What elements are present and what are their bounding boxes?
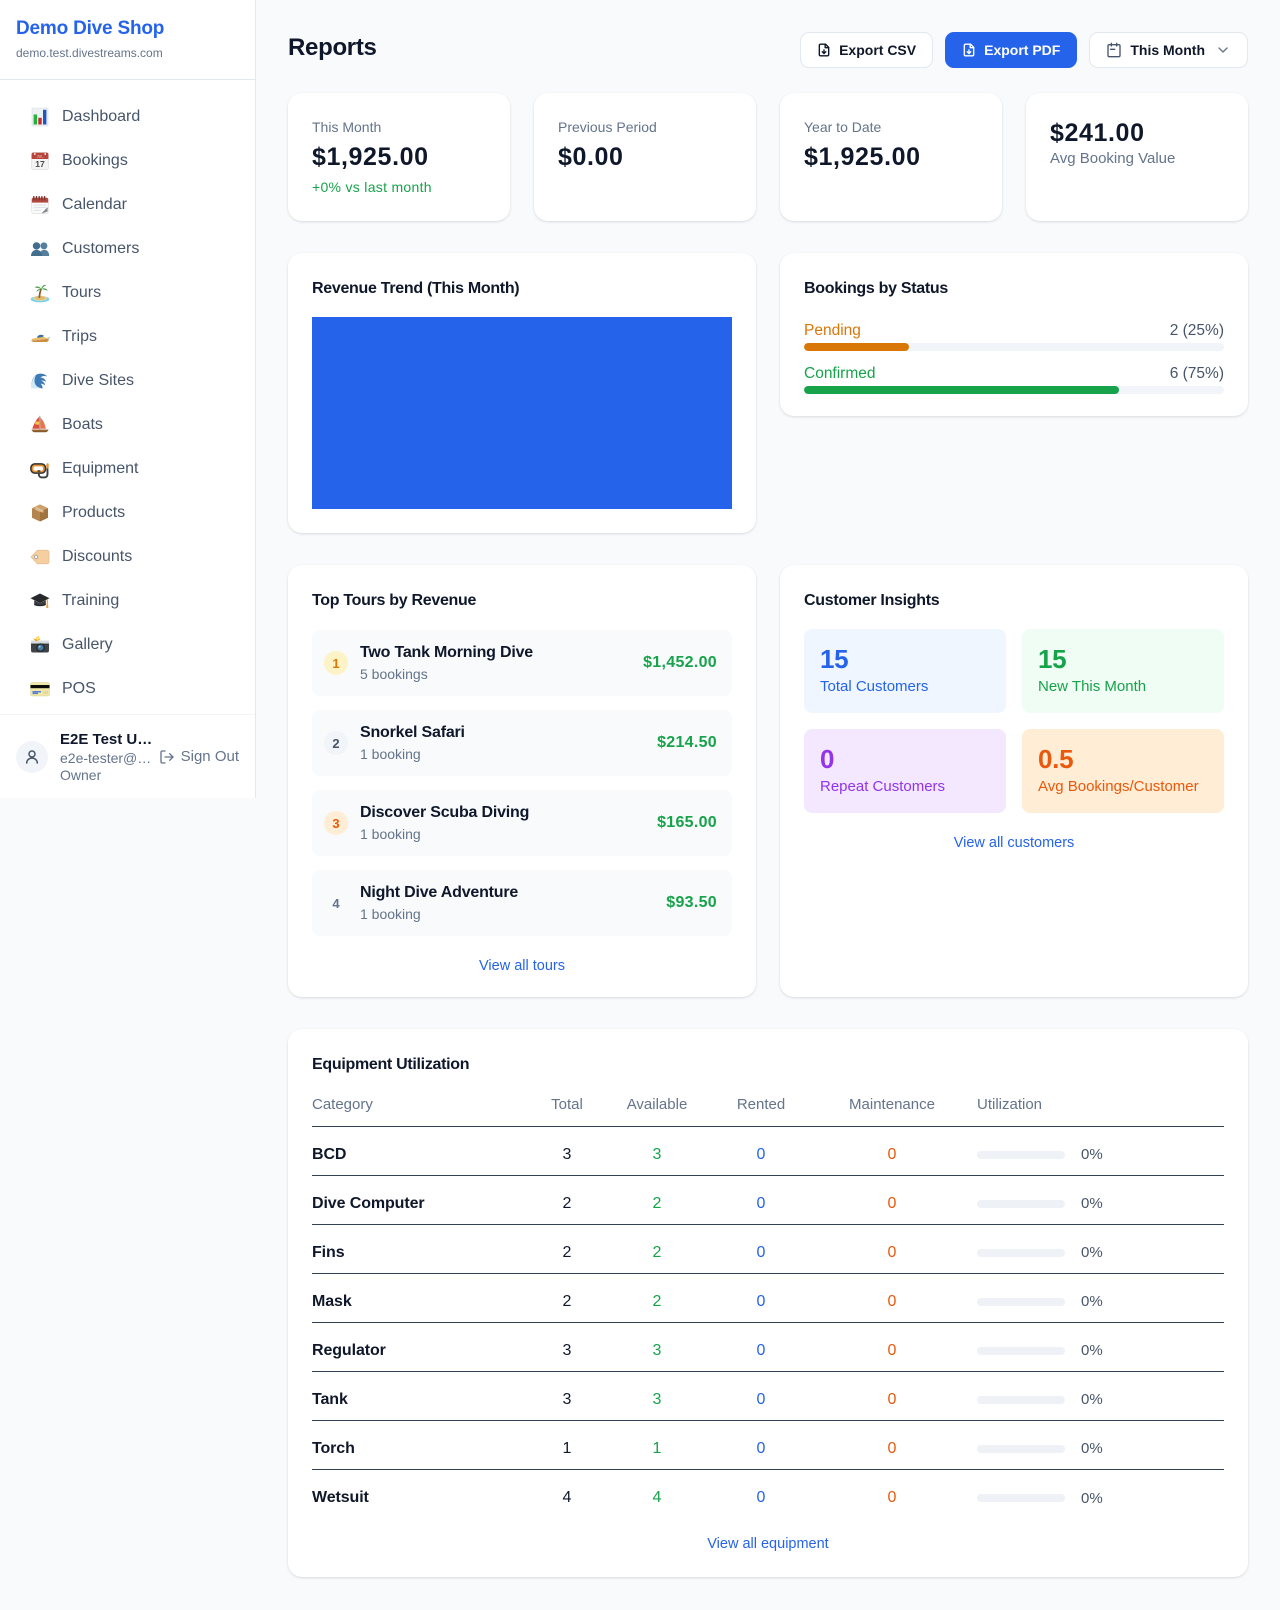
svg-text:17: 17 bbox=[35, 159, 45, 169]
svg-text:JUL: JUL bbox=[37, 155, 43, 159]
